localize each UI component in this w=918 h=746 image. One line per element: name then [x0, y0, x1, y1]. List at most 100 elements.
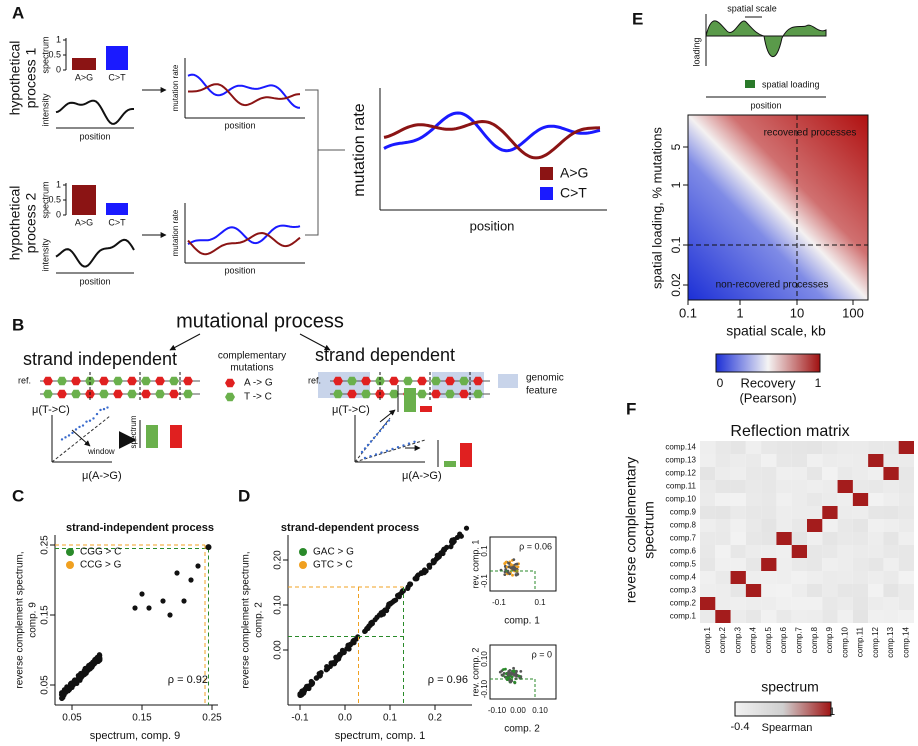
matrix-cell — [730, 519, 746, 532]
point — [369, 620, 375, 626]
matrix-cell — [730, 558, 746, 571]
matrix-cell — [807, 441, 823, 454]
matrix-cell — [791, 532, 807, 545]
matrix-cell — [791, 441, 807, 454]
legend-dot — [66, 561, 74, 569]
heatmap — [687, 114, 869, 301]
point — [324, 666, 331, 672]
nucleotide — [225, 378, 235, 388]
nucleotide — [473, 376, 483, 386]
point — [463, 525, 470, 531]
point — [396, 594, 402, 600]
point — [92, 417, 95, 420]
tick-label: -0.4 — [731, 721, 750, 733]
matrix-cell — [791, 467, 807, 480]
nucleotide — [127, 376, 137, 386]
matrix-cell — [776, 506, 792, 519]
matrix-cell — [715, 532, 731, 545]
point — [511, 573, 514, 577]
matrix-cell — [898, 545, 914, 558]
legend-label: CGG > C — [80, 547, 121, 558]
nucleotide — [347, 376, 357, 386]
label: spectrum, comp. 1 — [335, 730, 425, 742]
point — [369, 440, 373, 443]
point — [81, 424, 85, 427]
matrix-cell — [868, 558, 884, 571]
label: rev. comp. 1 — [470, 540, 480, 589]
nucleotide — [155, 389, 165, 399]
point — [380, 608, 386, 615]
matrix-cell — [745, 597, 762, 610]
column-label: comp.8 — [810, 626, 819, 653]
point — [504, 567, 508, 571]
matrix-cell — [776, 454, 792, 467]
column-label: comp.11 — [856, 626, 865, 657]
point — [366, 443, 370, 447]
label: Reflection matrix — [730, 423, 849, 440]
point — [65, 686, 71, 692]
matrix-cell — [898, 467, 914, 480]
process-label: hypothetical — [7, 41, 23, 116]
tick-label: 0.5 — [48, 194, 61, 204]
colorbar — [715, 353, 821, 373]
point — [309, 681, 315, 687]
matrix-cell — [776, 480, 792, 493]
matrix-cell — [852, 441, 869, 454]
matrix-cell — [700, 584, 716, 597]
point — [391, 598, 397, 604]
point — [372, 436, 376, 440]
label: A>G — [75, 72, 93, 82]
legend-swatch — [498, 374, 518, 388]
tick-label: 0 — [56, 64, 61, 74]
row-label: comp.1 — [670, 612, 697, 621]
label: C>T — [108, 217, 126, 227]
curve — [55, 238, 135, 268]
matrix-cell — [898, 519, 914, 532]
matrix-cell — [761, 506, 777, 519]
point — [67, 434, 71, 437]
matrix-cell — [898, 532, 914, 545]
nucleotide — [71, 376, 81, 386]
diagonal — [354, 439, 426, 463]
point — [380, 451, 383, 454]
point — [509, 566, 513, 570]
matrix-cell — [761, 571, 777, 584]
panel-label: D — [238, 486, 250, 505]
matrix-cell — [822, 441, 838, 454]
matrix-cell — [715, 454, 731, 467]
matrix-cell — [730, 441, 746, 454]
label: ρ = 0 — [532, 649, 552, 659]
label: spatial loading — [762, 79, 820, 89]
point — [174, 570, 180, 576]
matrix-cell — [837, 467, 853, 480]
tick-label: -0.1 — [291, 713, 309, 724]
label: spectrum — [761, 679, 819, 695]
matrix-cell — [883, 454, 899, 467]
matrix-cell — [715, 493, 731, 506]
point — [405, 585, 411, 591]
matrix-cell — [700, 506, 716, 519]
matrix-cell — [837, 558, 853, 571]
spectrum-bar — [72, 58, 96, 70]
point — [507, 561, 510, 565]
nucleotide — [417, 376, 427, 386]
point — [402, 444, 405, 447]
point — [306, 685, 312, 692]
matrix-cell — [715, 467, 731, 480]
legend-label: GAC > G — [313, 547, 354, 558]
matrix-cell — [822, 571, 838, 584]
nucleotide — [361, 389, 371, 399]
matrix-cell — [807, 558, 823, 571]
matrix-cell — [776, 441, 792, 454]
label: reverse complement spectrum, — [15, 551, 26, 688]
inset-frame — [489, 536, 557, 592]
matrix-cell — [852, 519, 869, 532]
tick-label: 1 — [669, 181, 683, 188]
matrix-cell — [745, 480, 762, 493]
tick-label: 0.00 — [510, 706, 526, 715]
matrix-cell — [761, 480, 777, 493]
point — [391, 447, 394, 451]
matrix-cell — [852, 571, 869, 584]
tick-label: 0.10 — [273, 595, 284, 615]
panel-label: E — [632, 9, 643, 28]
